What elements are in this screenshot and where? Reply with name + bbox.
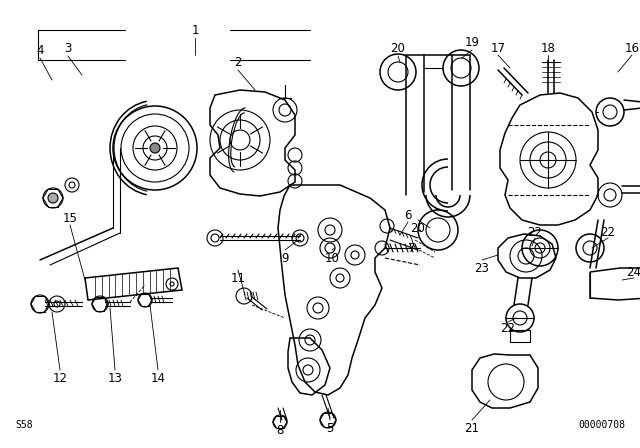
Text: 7: 7 bbox=[408, 241, 416, 254]
Text: 2: 2 bbox=[234, 56, 242, 69]
Text: 12: 12 bbox=[52, 371, 67, 384]
Text: 16: 16 bbox=[625, 42, 639, 55]
Text: 15: 15 bbox=[63, 211, 77, 224]
Text: 10: 10 bbox=[324, 251, 339, 264]
Text: S58: S58 bbox=[15, 420, 33, 430]
Text: 5: 5 bbox=[326, 422, 333, 435]
Text: 13: 13 bbox=[108, 371, 122, 384]
Text: 14: 14 bbox=[150, 371, 166, 384]
Text: 18: 18 bbox=[541, 42, 556, 55]
Text: 4: 4 bbox=[36, 43, 44, 56]
Text: 3: 3 bbox=[64, 42, 72, 55]
Text: 21: 21 bbox=[465, 422, 479, 435]
Text: 6: 6 bbox=[404, 208, 412, 221]
Text: 22: 22 bbox=[527, 225, 543, 238]
Circle shape bbox=[150, 143, 160, 153]
Text: 19: 19 bbox=[465, 35, 479, 48]
Text: 17: 17 bbox=[490, 42, 506, 55]
Text: 11: 11 bbox=[230, 271, 246, 284]
Text: 9: 9 bbox=[281, 251, 289, 264]
Text: 23: 23 bbox=[475, 262, 490, 275]
Text: 24: 24 bbox=[627, 266, 640, 279]
Text: 22: 22 bbox=[500, 322, 515, 335]
Text: 8: 8 bbox=[276, 423, 284, 436]
Circle shape bbox=[48, 193, 58, 203]
Text: 20: 20 bbox=[390, 42, 405, 55]
Text: 22: 22 bbox=[600, 225, 616, 238]
Text: 1: 1 bbox=[191, 23, 199, 36]
Text: 00000708: 00000708 bbox=[578, 420, 625, 430]
Text: 20: 20 bbox=[411, 221, 426, 234]
